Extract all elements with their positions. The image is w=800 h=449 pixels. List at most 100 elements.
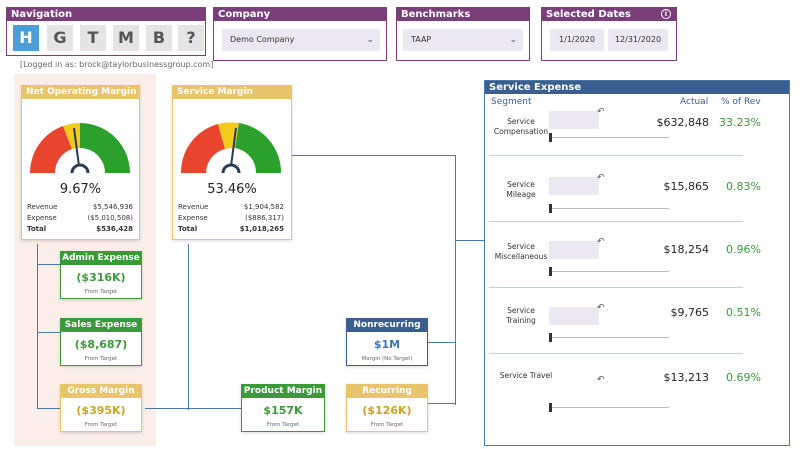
service-margin-gauge (180, 122, 282, 174)
segment-slider[interactable] (549, 137, 669, 138)
sales-expense-card[interactable]: Sales Expense ($8,687) From Target (60, 318, 142, 366)
net-operating-margin-gauge (30, 123, 130, 174)
connector (145, 408, 241, 409)
nav-button-help[interactable]: ? (178, 25, 204, 51)
nav-button-t[interactable]: T (80, 25, 106, 51)
segment-slider[interactable] (549, 208, 669, 209)
nom-expense-row: Expense ($5,010,508) (27, 214, 133, 222)
company-title: Company (214, 8, 386, 21)
segment-pct: 0.96% (726, 243, 761, 256)
nav-button-g[interactable]: G (47, 25, 73, 51)
connector (37, 264, 60, 265)
segment-actual: $13,213 (663, 371, 710, 384)
slider-thumb[interactable] (549, 267, 552, 276)
product-margin-value: $157K (263, 404, 303, 417)
slider-thumb[interactable] (549, 204, 552, 213)
segment-bar (549, 177, 599, 195)
connector (455, 155, 456, 405)
nav-button-m[interactable]: M (113, 25, 139, 51)
start-date-input[interactable]: 1/1/2020 (550, 29, 604, 51)
segment-label: Service Mileage (506, 180, 536, 199)
segment-column-header: Segment (491, 97, 532, 107)
product-margin-sub: From Target (266, 422, 300, 428)
connector (37, 332, 60, 333)
segment-slider[interactable] (549, 271, 669, 272)
service-margin-card[interactable]: Service Margin 53.46% Revenue $1,904,582… (172, 85, 292, 240)
logged-in-text: [Logged in as: brock@taylorbusinessgroup… (20, 60, 214, 69)
dates-title: Selected Dates i (542, 8, 676, 21)
undo-icon[interactable]: ↶ (597, 107, 605, 117)
company-select[interactable]: Demo Company ⌄ (222, 29, 380, 51)
gross-margin-card[interactable]: Gross Margin ($395K) From Target (60, 384, 142, 432)
segment-pct: 0.69% (726, 371, 761, 384)
segment-slider[interactable] (549, 407, 669, 408)
nom-total-row: Total $536,428 (27, 225, 133, 233)
admin-expense-sub: From Target (84, 289, 118, 295)
connector (428, 342, 455, 343)
segment-pct: 0.51% (726, 306, 761, 319)
segment-label: Service Miscellaneous (494, 242, 548, 261)
gross-margin-title: Gross Margin (61, 385, 141, 398)
navigation-panel: Navigation H G T M B ? (6, 7, 206, 56)
row-separator (489, 287, 743, 288)
navigation-title: Navigation (7, 8, 205, 21)
admin-expense-value: ($316K) (76, 271, 126, 284)
undo-icon[interactable]: ↶ (597, 375, 605, 385)
benchmarks-panel: Benchmarks TAAP ⌄ (396, 7, 530, 61)
nonrecurring-sub: Margin (No Target) (361, 356, 413, 362)
gross-margin-sub: From Target (84, 422, 118, 428)
slider-thumb[interactable] (549, 133, 552, 142)
sm-total-row: Total $1,018,265 (178, 225, 284, 233)
product-margin-card[interactable]: Product Margin $157K From Target (241, 384, 325, 432)
info-icon[interactable]: i (661, 9, 671, 19)
benchmarks-select[interactable]: TAAP ⌄ (403, 29, 523, 51)
slider-thumb[interactable] (549, 403, 552, 412)
connector (188, 244, 189, 410)
end-date-input[interactable]: 12/31/2020 (608, 29, 668, 51)
nonrecurring-card[interactable]: Nonrecurring $1M Margin (No Target) (346, 318, 428, 366)
nom-revenue-row: Revenue $5,546,936 (27, 203, 133, 211)
segment-actual: $632,848 (656, 116, 710, 129)
undo-icon[interactable]: ↶ (597, 303, 605, 313)
nav-button-b[interactable]: B (146, 25, 172, 51)
connector (455, 240, 484, 241)
sm-expense-row: Expense ($886,317) (178, 214, 284, 222)
chevron-down-icon: ⌄ (366, 35, 374, 45)
sales-expense-value: ($8,687) (74, 338, 128, 351)
service-margin-value: 53.46% (207, 182, 257, 197)
net-operating-margin-card[interactable]: Net Operating Margin 9.67% Revenue $5,54… (21, 85, 140, 240)
segment-label: Service Compensation (493, 117, 549, 136)
segment-actual: $18,254 (663, 243, 710, 256)
segment-pct: 33.23% (719, 116, 761, 129)
service-expense-panel: Service Expense Segment Actual % of Rev … (484, 80, 790, 446)
segment-slider[interactable] (549, 337, 669, 338)
row-separator (489, 353, 743, 354)
row-separator (489, 221, 743, 222)
chevron-down-icon: ⌄ (509, 35, 517, 45)
net-operating-margin-value: 9.67% (59, 182, 102, 197)
actual-column-header: Actual (680, 97, 709, 107)
connector (292, 155, 455, 156)
product-margin-title: Product Margin (242, 385, 324, 398)
net-operating-margin-title: Net Operating Margin (22, 86, 139, 99)
connector (37, 244, 38, 408)
admin-expense-card[interactable]: Admin Expense ($316K) From Target (60, 251, 142, 299)
connector (37, 408, 60, 409)
benchmarks-title: Benchmarks (397, 8, 529, 21)
segment-pct: 0.83% (726, 180, 761, 193)
recurring-sub: From Target (370, 422, 404, 428)
sm-revenue-row: Revenue $1,904,582 (178, 203, 284, 211)
segment-label: Service Training (506, 306, 536, 325)
segment-label: Service Travel (499, 371, 553, 380)
undo-icon[interactable]: ↶ (597, 237, 605, 247)
service-expense-title: Service Expense (485, 81, 789, 94)
recurring-value: ($126K) (362, 404, 412, 417)
company-panel: Company Demo Company ⌄ (213, 7, 387, 61)
recurring-card[interactable]: Recurring ($126K) From Target (346, 384, 428, 432)
undo-icon[interactable]: ↶ (597, 173, 605, 183)
row-separator (489, 155, 743, 156)
nav-button-home[interactable]: H (13, 25, 39, 51)
slider-thumb[interactable] (549, 333, 552, 342)
segment-actual: $9,765 (670, 306, 710, 319)
gross-margin-value: ($395K) (76, 404, 126, 417)
